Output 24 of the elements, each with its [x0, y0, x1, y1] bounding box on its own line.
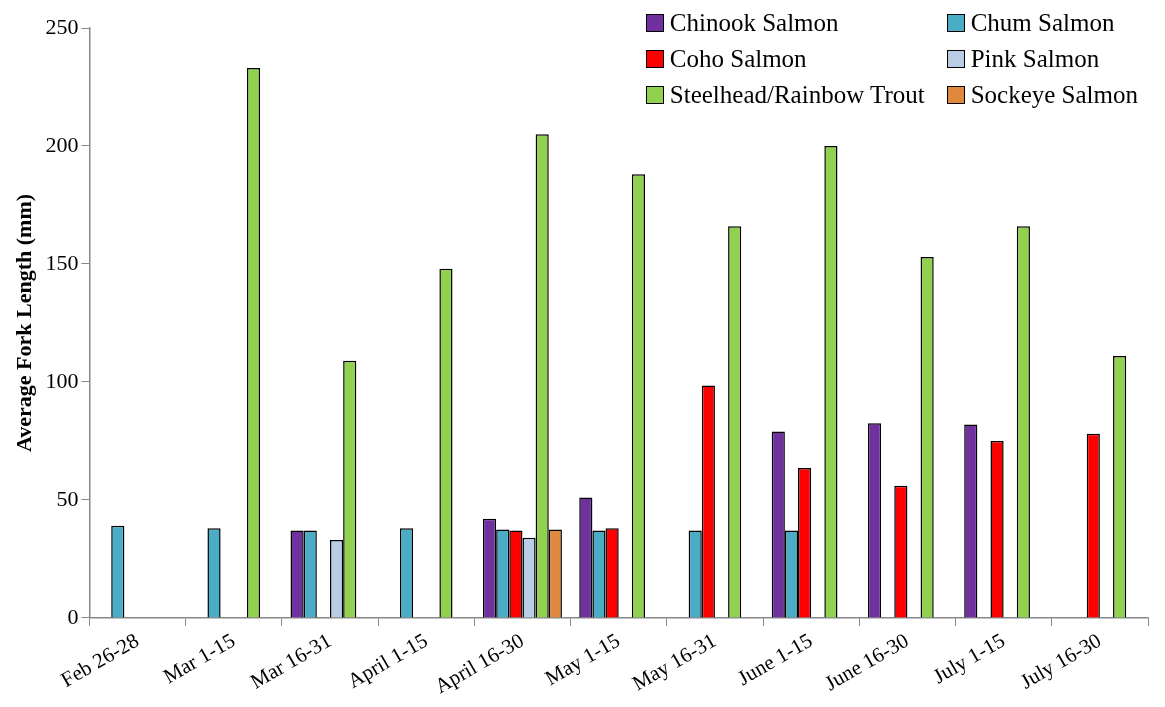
y-tick-label: 50 — [56, 485, 79, 511]
legend-label: Coho Salmon — [669, 44, 807, 74]
y-tick-label: 100 — [45, 367, 79, 393]
legend-label: Sockeye Salmon — [970, 80, 1138, 110]
x-tick-label: May 16-31 — [627, 628, 721, 696]
x-tick-label: July 1-15 — [928, 628, 1009, 689]
y-tick-label: 200 — [45, 131, 79, 157]
x-tick-label: May 1-15 — [540, 628, 624, 690]
legend-label: Pink Salmon — [970, 44, 1100, 74]
legend-label: Chum Salmon — [970, 8, 1115, 38]
y-tick-label: 250 — [45, 13, 79, 39]
x-tick-label: June 16-30 — [820, 628, 913, 696]
x-tick-label: Mar 1-15 — [158, 628, 240, 689]
y-tick-label: 0 — [67, 603, 79, 629]
x-tick-label: June 1-15 — [733, 628, 817, 690]
legend-label: Chinook Salmon — [669, 8, 839, 38]
x-tick-label: April 1-15 — [343, 628, 432, 693]
legend-label: Steelhead/Rainbow Trout — [669, 80, 925, 110]
x-tick-label: April 16-30 — [430, 628, 528, 699]
x-tick-label: July 16-30 — [1015, 628, 1106, 694]
x-tick-label: Mar 16-31 — [246, 628, 336, 694]
x-tick-label: Feb 26-28 — [56, 628, 143, 692]
y-tick-label: 150 — [45, 249, 79, 275]
y-axis-title: Average Fork Length (mm) — [10, 193, 36, 452]
